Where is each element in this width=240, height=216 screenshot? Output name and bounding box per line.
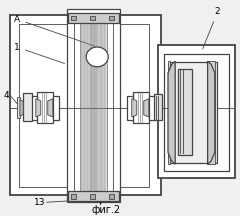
Bar <box>149 95 155 120</box>
Text: 7: 7 <box>97 198 102 207</box>
Bar <box>80 17 107 193</box>
Bar <box>68 13 119 22</box>
Circle shape <box>86 47 108 67</box>
Text: 2: 2 <box>203 7 220 49</box>
Bar <box>53 95 59 120</box>
Polygon shape <box>36 99 41 117</box>
Bar <box>68 191 119 201</box>
Bar <box>90 17 97 193</box>
Bar <box>31 95 37 120</box>
Bar <box>158 45 235 178</box>
Bar <box>127 95 133 120</box>
Polygon shape <box>168 61 175 164</box>
Bar <box>168 61 170 164</box>
Bar <box>109 194 114 199</box>
Bar <box>178 69 192 155</box>
Bar <box>71 194 76 199</box>
Bar <box>133 92 149 123</box>
Bar <box>67 9 120 202</box>
Bar <box>74 13 113 197</box>
Polygon shape <box>144 99 149 117</box>
Bar <box>10 15 161 195</box>
Bar <box>154 94 162 120</box>
Polygon shape <box>48 99 53 117</box>
Bar <box>109 16 114 20</box>
Bar <box>169 62 217 163</box>
Bar <box>17 97 20 118</box>
Bar <box>19 24 149 187</box>
Bar <box>90 194 95 199</box>
Polygon shape <box>208 61 215 164</box>
Bar <box>207 61 215 164</box>
Text: 1: 1 <box>14 43 65 64</box>
Text: A: A <box>14 15 95 46</box>
Bar <box>164 54 229 171</box>
Bar <box>90 16 95 20</box>
Polygon shape <box>20 99 23 116</box>
Bar <box>23 93 32 121</box>
Text: 13: 13 <box>34 198 45 207</box>
Bar <box>37 92 53 123</box>
Text: 4: 4 <box>3 91 9 100</box>
Text: фиг.2: фиг.2 <box>91 205 120 215</box>
Bar <box>71 16 76 20</box>
Polygon shape <box>132 99 137 117</box>
